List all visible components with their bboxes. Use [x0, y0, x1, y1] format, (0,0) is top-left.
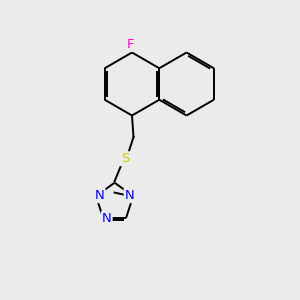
Text: N: N: [95, 189, 104, 202]
Text: N: N: [102, 212, 112, 225]
Text: S: S: [121, 152, 129, 165]
Text: F: F: [127, 38, 134, 51]
Text: N: N: [125, 189, 134, 202]
